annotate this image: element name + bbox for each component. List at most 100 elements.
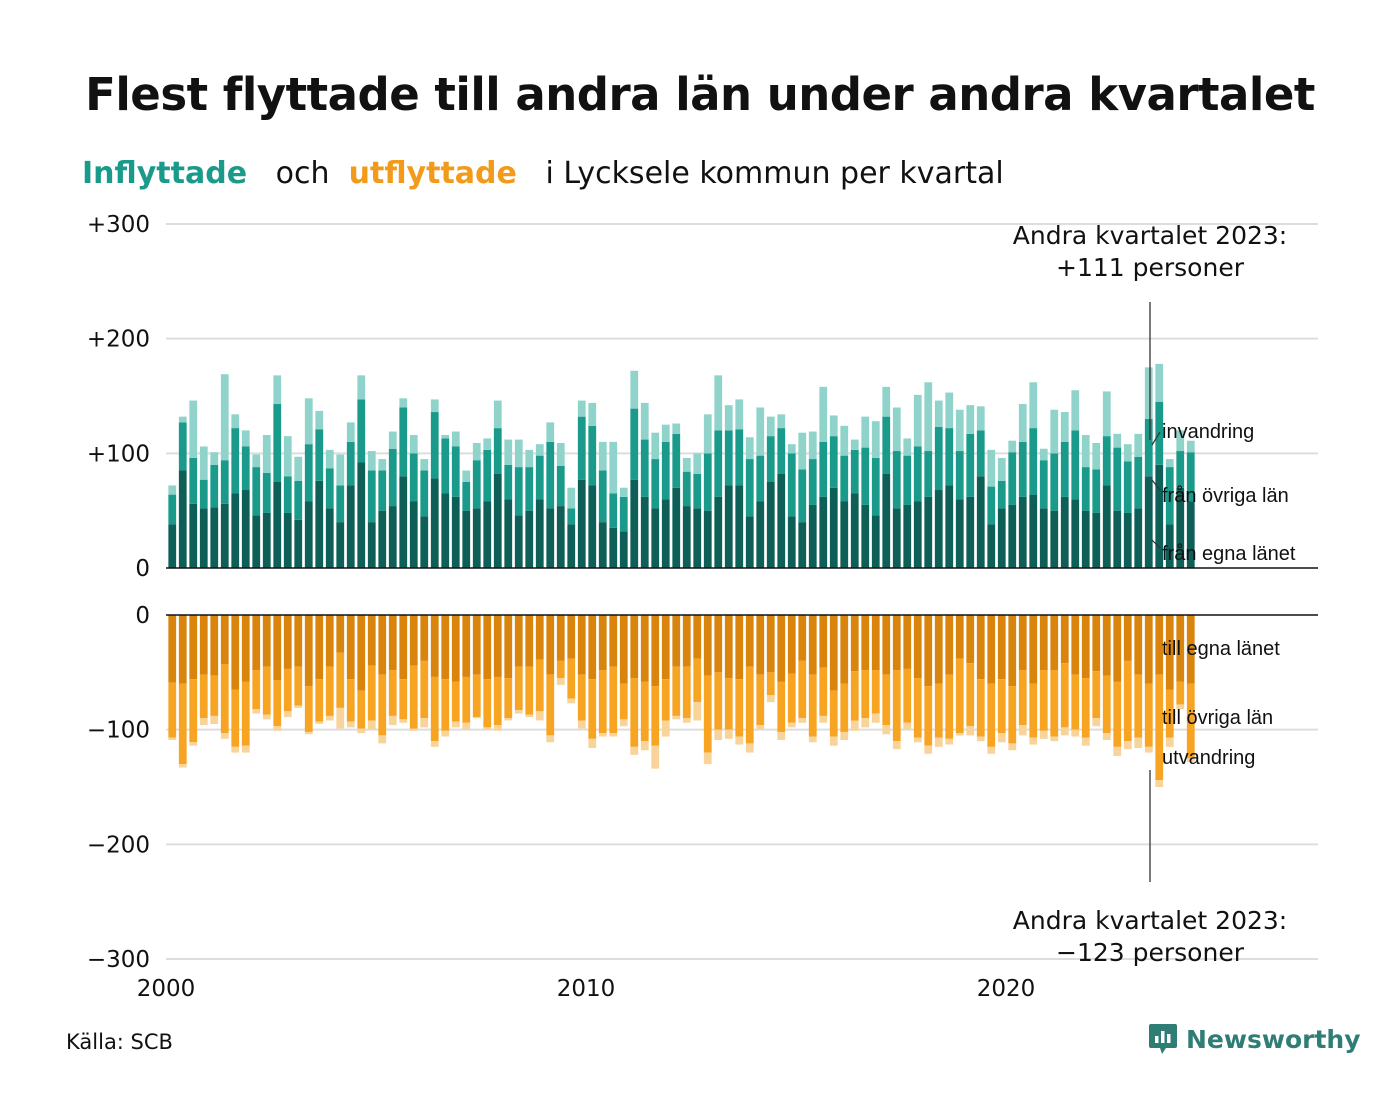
bar-in-immigration: [283, 436, 292, 477]
bar-out-other: [189, 679, 198, 743]
bar-in-other: [661, 441, 670, 500]
bar-in-own: [1018, 496, 1027, 568]
bar-out-other: [966, 663, 975, 727]
bar-out-other: [724, 678, 733, 730]
y-tick-label-bottom: −200: [87, 832, 150, 858]
bar-in-other: [210, 464, 219, 508]
bar-out-other: [1029, 683, 1038, 738]
legend-pointer-in: [1151, 479, 1161, 491]
bar-out-emigration: [1008, 743, 1017, 751]
bar-in-immigration: [546, 422, 555, 442]
bar-out-emigration: [777, 731, 786, 740]
bar-in-immigration: [325, 449, 334, 469]
bar-in-other: [462, 482, 471, 511]
bar-in-other: [430, 412, 439, 479]
bar-out-emigration: [388, 715, 397, 726]
bar-out-other: [630, 678, 639, 747]
subtitle-and: och: [275, 156, 330, 191]
bar-in-immigration: [493, 400, 502, 429]
bar-out-own: [808, 615, 817, 675]
bar-in-other: [598, 470, 607, 523]
bar-out-own: [798, 615, 807, 661]
bar-out-other: [787, 673, 796, 723]
bar-out-own: [766, 615, 775, 673]
bar-in-other: [262, 472, 271, 513]
bar-in-immigration: [1081, 434, 1090, 468]
bar-out-other: [619, 683, 628, 720]
bar-out-emigration: [619, 719, 628, 727]
bar-in-other: [1008, 452, 1017, 505]
bar-in-other: [913, 446, 922, 502]
bar-in-other: [724, 430, 733, 486]
bar-in-own: [451, 496, 460, 568]
bar-out-own: [357, 615, 366, 691]
bar-out-own: [1029, 615, 1038, 684]
bar-in-own: [462, 510, 471, 568]
bar-in-own: [1071, 499, 1080, 568]
bar-out-emigration: [987, 746, 996, 754]
bar-in-own: [693, 508, 702, 568]
bar-out-other: [850, 671, 859, 721]
bar-in-immigration: [1092, 443, 1101, 470]
bar-in-own: [1176, 487, 1185, 568]
bar-out-other: [252, 670, 261, 710]
bar-out-own: [1071, 615, 1080, 675]
bar-out-other: [913, 678, 922, 738]
bar-in-immigration: [892, 407, 901, 452]
x-tick-label: 2000: [137, 976, 196, 1002]
bar-in-own: [567, 524, 576, 568]
bar-in-own: [241, 490, 250, 568]
bar-in-other: [273, 404, 282, 482]
bar-in-own: [703, 510, 712, 568]
bar-in-immigration: [924, 382, 933, 452]
bar-out-emigration: [1134, 737, 1143, 749]
bar-in-immigration: [462, 470, 471, 482]
bar-in-own: [378, 510, 387, 568]
bar-in-other: [955, 451, 964, 500]
bar-out-emigration: [189, 742, 198, 746]
bar-out-emigration: [945, 738, 954, 745]
bar-in-immigration: [294, 456, 303, 481]
bar-in-own: [189, 503, 198, 568]
bar-out-other: [430, 676, 439, 742]
bar-out-emigration: [861, 718, 870, 728]
bar-in-immigration: [829, 415, 838, 437]
bar-out-emigration: [588, 738, 597, 749]
bar-out-other: [514, 666, 523, 711]
bar-out-own: [241, 615, 250, 682]
bar-in-immigration: [945, 392, 954, 429]
bar-in-other: [871, 457, 880, 516]
bar-out-own: [924, 615, 933, 687]
bar-out-other: [315, 679, 324, 722]
bar-in-other: [882, 416, 891, 474]
bar-in-own: [777, 473, 786, 568]
bar-out-emigration: [367, 720, 376, 730]
bar-in-other: [1102, 436, 1111, 486]
bar-in-immigration: [850, 439, 859, 450]
bar-in-own: [913, 501, 922, 568]
bar-in-own: [787, 516, 796, 568]
bar-out-own: [210, 615, 219, 676]
bar-out-emigration: [567, 698, 576, 704]
bar-out-own: [262, 615, 271, 667]
x-tick-label: 2020: [977, 976, 1036, 1002]
bar-out-own: [609, 615, 618, 667]
bar-in-immigration: [703, 414, 712, 454]
bar-out-own: [724, 615, 733, 679]
bar-out-own: [871, 615, 880, 671]
bar-out-other: [640, 681, 649, 742]
bar-in-other: [451, 446, 460, 497]
bar-in-own: [861, 504, 870, 568]
bar-out-other: [504, 678, 513, 719]
bar-out-other: [483, 679, 492, 728]
bar-out-own: [577, 615, 586, 675]
bar-in-other: [934, 426, 943, 491]
bar-out-emigration: [672, 715, 681, 720]
bar-in-immigration: [1134, 433, 1143, 457]
bar-in-own: [315, 480, 324, 568]
bar-out-own: [546, 615, 555, 675]
bar-out-other: [346, 679, 355, 722]
bar-out-other: [934, 683, 943, 738]
bar-out-own: [997, 615, 1006, 680]
bar-in-immigration: [1155, 363, 1164, 402]
